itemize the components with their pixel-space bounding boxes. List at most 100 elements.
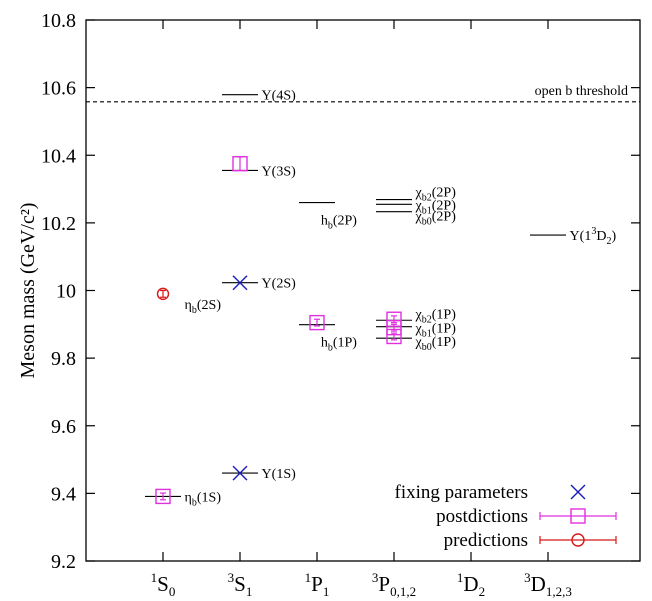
level-subscript: b (328, 343, 333, 354)
level-suffix: (1P) (333, 336, 357, 351)
y-tick-label: 10 (56, 281, 76, 303)
level-suffix: (2S) (272, 277, 296, 292)
level-label: χb2(1P) (415, 307, 457, 325)
category-letter: D (463, 572, 478, 596)
level-suffix: (1P) (432, 335, 456, 350)
square-marker (309, 314, 325, 331)
category-superscript: 1 (305, 570, 312, 585)
level-suffix: (2P) (432, 186, 456, 201)
series-circle (156, 287, 170, 301)
data-points (155, 156, 402, 505)
x-category-label: 3S1 (228, 570, 253, 599)
legend-label: fixing parameters (395, 482, 528, 503)
level-name: η (185, 490, 192, 505)
level-subscript: b1 (422, 329, 432, 340)
level-name: χ (415, 322, 423, 337)
level-label: Υ(4S) (262, 89, 297, 104)
level-suffix: (2S) (197, 298, 221, 313)
level-name: χ (415, 210, 423, 225)
level-suffix: (2P) (333, 214, 357, 229)
data-point (155, 488, 171, 505)
x-category-label: 3P0,1,2 (372, 570, 416, 599)
legend-item: fixing parameters (395, 482, 586, 503)
level-superscript: 3 (591, 226, 596, 237)
axes: 9.29.49.69.81010.210.410.610.81S03S11P13… (17, 10, 641, 599)
cross-marker-stroke-b (570, 484, 586, 500)
level-suffix: (1P) (432, 322, 456, 337)
y-tick-label: 10.6 (41, 78, 76, 100)
level-subscript: 2 (606, 236, 611, 247)
level-name: h (321, 336, 328, 351)
experimental-levels: ηb(1S)ηb(2S)Υ(1S)Υ(2S)Υ(3S)Υ(4S)hb(1P)hb… (145, 89, 617, 508)
legend-item: predictions (444, 530, 617, 551)
y-tick-label: 9.2 (51, 551, 76, 573)
level-subscript: b1 (422, 205, 432, 216)
data-point (232, 465, 248, 481)
level-subscript: b0 (422, 342, 432, 353)
y-axis-label: Meson mass (GeV/c²) (17, 203, 39, 379)
level-label: Υ(3S) (262, 164, 297, 179)
level-subscript: b (192, 497, 197, 508)
level-label: Υ(2S) (262, 277, 297, 292)
cross-marker-stroke-b (232, 465, 248, 481)
category-subscript: 1,2,3 (546, 584, 572, 599)
series-square (155, 156, 402, 505)
level-subscript: b (192, 305, 197, 316)
level-label: ηb(2S) (185, 298, 222, 316)
category-subscript: 1 (246, 584, 253, 599)
square-marker (386, 311, 402, 327)
category-subscript: 2 (479, 584, 486, 599)
level-name: Υ (262, 89, 272, 104)
level-suffix: (2P) (432, 210, 456, 225)
x-category-label: 3D1,2,3 (524, 570, 572, 599)
data-point (309, 314, 325, 331)
level-suffix: ) (611, 229, 616, 244)
category-letter: P (378, 572, 390, 596)
y-tick-label: 9.8 (51, 348, 76, 370)
level-suffix: (4S) (272, 89, 296, 104)
y-tick-label: 9.4 (51, 483, 76, 505)
square-marker (570, 508, 586, 524)
level-suffix: (1P) (432, 307, 456, 322)
category-letter: S (234, 572, 246, 596)
level-label: Υ(13D2) (570, 226, 617, 247)
level-name: h (321, 214, 328, 229)
open-b-threshold: open b threshold (86, 84, 640, 103)
plot-frame (85, 19, 641, 562)
data-point (232, 156, 248, 172)
y-tick-label: 9.6 (51, 416, 76, 438)
level-label: hb(1P) (321, 336, 357, 354)
category-superscript: 3 (228, 570, 235, 585)
category-letter: S (157, 572, 169, 596)
data-point (156, 287, 170, 301)
x-category-label: 1D2 (457, 570, 485, 599)
category-superscript: 3 (524, 570, 531, 585)
level-name: χ (415, 186, 423, 201)
category-subscript: 0 (169, 584, 176, 599)
level-label: χb2(2P) (415, 186, 457, 204)
level-suffix: (2P) (432, 198, 456, 213)
category-subscript: 0,1,2 (390, 584, 416, 599)
data-point (232, 275, 248, 291)
legend-label: postdictions (436, 506, 528, 527)
level-label: χb1(1P) (415, 322, 457, 340)
level-name: χ (415, 198, 423, 213)
category-letter: P (311, 572, 323, 596)
level-name: Υ (262, 164, 272, 179)
x-category-label: 1P1 (305, 570, 330, 599)
level-label: hb(2P) (321, 214, 357, 232)
category-superscript: 3 (372, 570, 379, 585)
y-tick-label: 10.4 (41, 145, 76, 167)
level-suffix: (1S) (197, 490, 221, 505)
legend-label: predictions (444, 530, 528, 551)
level-subscript: b2 (422, 314, 432, 325)
level-name: χ (415, 335, 423, 350)
level-suffix: (1S) (272, 467, 296, 482)
level-name: Υ(1 (570, 229, 592, 244)
level-label: χb1(2P) (415, 198, 457, 216)
level-subscript: b2 (422, 193, 432, 204)
circle-marker (156, 287, 170, 301)
circle-marker (571, 533, 585, 547)
category-letter: D (531, 572, 546, 596)
